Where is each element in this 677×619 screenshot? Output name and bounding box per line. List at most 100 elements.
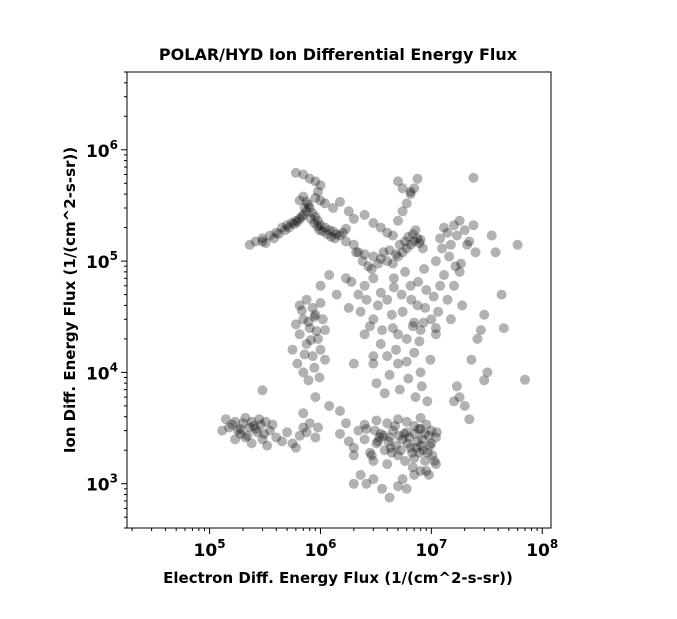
x-tick-label: 106	[304, 537, 336, 561]
data-point	[430, 432, 441, 443]
data-point	[368, 218, 379, 228]
data-point	[311, 326, 322, 337]
data-point	[393, 358, 403, 369]
data-point	[227, 419, 238, 430]
data-point	[414, 447, 425, 458]
data-point	[439, 270, 449, 280]
data-point	[368, 358, 379, 369]
data-point	[315, 195, 326, 206]
data-point	[368, 351, 379, 362]
data-point	[405, 239, 416, 250]
data-point	[403, 373, 414, 384]
data-point	[393, 251, 403, 262]
x-tick-label: 105	[194, 537, 226, 561]
data-point	[416, 381, 427, 392]
data-point	[382, 294, 393, 305]
data-point	[409, 469, 420, 480]
data-point	[413, 276, 424, 287]
data-point	[401, 356, 412, 367]
data-point	[393, 430, 404, 441]
data-point	[383, 436, 394, 447]
data-point	[294, 329, 305, 340]
y-tick-label: 104	[86, 360, 118, 384]
data-point	[422, 396, 433, 407]
data-point	[294, 430, 305, 441]
data-point	[341, 223, 351, 234]
data-point	[419, 428, 430, 439]
data-point	[366, 450, 377, 461]
data-point	[335, 428, 345, 439]
data-point	[498, 323, 509, 334]
data-point	[426, 438, 437, 449]
data-point	[338, 227, 349, 238]
data-point	[404, 432, 415, 443]
data-point	[320, 222, 330, 233]
data-point	[257, 233, 268, 244]
data-point	[309, 362, 320, 373]
data-point	[401, 483, 412, 494]
data-point	[410, 392, 421, 403]
data-point	[328, 203, 339, 213]
data-point	[284, 222, 294, 233]
data-point	[324, 270, 335, 280]
data-point	[397, 183, 408, 194]
data-point	[363, 261, 374, 272]
data-point	[314, 372, 325, 383]
data-point	[310, 309, 321, 320]
data-point	[369, 425, 380, 436]
data-point	[416, 440, 427, 451]
data-point	[401, 427, 412, 438]
data-point	[262, 440, 273, 451]
data-point	[373, 436, 383, 447]
data-point	[301, 294, 312, 305]
data-point	[317, 314, 328, 325]
data-point	[254, 414, 265, 425]
data-point	[303, 316, 314, 327]
data-point	[397, 306, 408, 317]
data-point	[324, 225, 335, 236]
data-point	[315, 298, 326, 308]
chart-title: POLAR/HYD Ion Differential Energy Flux	[159, 45, 518, 64]
data-point	[456, 258, 466, 269]
data-point	[464, 414, 475, 425]
data-point	[246, 438, 257, 449]
data-point	[373, 258, 383, 269]
data-point	[287, 438, 298, 449]
data-point	[405, 280, 416, 291]
data-point	[368, 273, 379, 284]
data-point	[430, 329, 441, 340]
data-point	[442, 227, 453, 238]
data-point	[301, 206, 312, 217]
data-point	[244, 239, 255, 250]
data-point	[368, 251, 379, 262]
data-point	[224, 422, 235, 433]
data-point	[419, 264, 430, 274]
data-point	[307, 302, 318, 313]
data-point	[305, 213, 316, 224]
data-point	[401, 416, 412, 427]
data-point	[464, 236, 475, 247]
data-point	[298, 169, 309, 180]
data-point	[393, 481, 403, 492]
data-point	[435, 233, 446, 244]
data-point	[310, 192, 321, 203]
data-point	[454, 392, 465, 403]
data-point	[400, 236, 411, 247]
data-point	[235, 428, 246, 439]
data-point	[320, 354, 330, 365]
x-axis-label: Electron Diff. Energy Flux (1/(cm^2-s-sr…	[163, 569, 513, 587]
data-point	[382, 351, 393, 362]
data-point	[425, 354, 436, 365]
data-point	[248, 421, 259, 431]
data-point	[429, 456, 440, 466]
data-point	[331, 289, 342, 300]
data-point	[313, 215, 323, 226]
data-point	[401, 198, 412, 209]
data-point	[230, 434, 241, 445]
plot-frame	[126, 71, 552, 529]
data-point	[394, 384, 405, 395]
x-tick-label: 108	[526, 537, 558, 561]
data-point	[361, 478, 372, 489]
data-point	[368, 474, 379, 485]
data-point	[387, 323, 398, 334]
